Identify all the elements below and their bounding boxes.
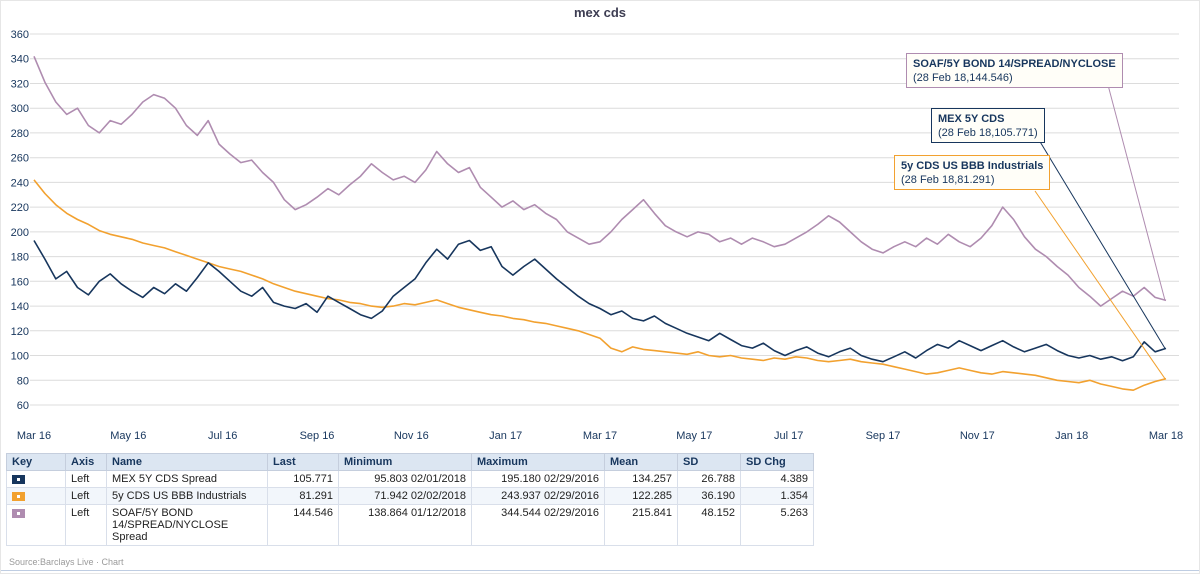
cell-name: 5y CDS US BBB Industrials xyxy=(106,487,268,505)
callout-leader-line xyxy=(1034,190,1166,379)
cell-key xyxy=(6,470,66,488)
cell-key xyxy=(6,487,66,505)
y-tick-label: 80 xyxy=(17,375,29,387)
y-tick-label: 100 xyxy=(11,351,29,363)
cell-axis: Left xyxy=(65,470,107,488)
col-header-axis: Axis xyxy=(65,453,107,471)
cell-mean: 122.285 xyxy=(604,487,678,505)
cell-sd-chg: 5.263 xyxy=(740,504,814,546)
callout-value: (28 Feb 18,144.546) xyxy=(913,72,1013,84)
y-tick-label: 160 xyxy=(11,276,29,288)
x-tick-label: Sep 17 xyxy=(866,430,901,442)
cell-last: 105.771 xyxy=(267,470,339,488)
cell-maximum: 243.937 02/29/2016 xyxy=(471,487,605,505)
x-tick-label: Jan 17 xyxy=(489,430,522,442)
cell-maximum: 344.544 02/29/2016 xyxy=(471,504,605,546)
source-attribution: Source:Barclays Live · Chart xyxy=(9,557,124,567)
series-key-swatch xyxy=(12,491,25,501)
y-tick-label: 60 xyxy=(17,400,29,412)
callout-soaf: SOAF/5Y BOND 14/SPREAD/NYCLOSE (28 Feb 1… xyxy=(906,53,1123,88)
series-key-swatch xyxy=(12,474,25,484)
col-header-sd: SD xyxy=(677,453,741,471)
cell-axis: Left xyxy=(65,487,107,505)
y-tick-label: 200 xyxy=(11,227,29,239)
cell-minimum: 95.803 02/01/2018 xyxy=(338,470,472,488)
cell-sd: 48.152 xyxy=(677,504,741,546)
table-header-row: Key Axis Name Last Minimum Maximum Mean … xyxy=(6,453,814,471)
y-tick-label: 280 xyxy=(11,128,29,140)
callout-bbb: 5y CDS US BBB Industrials (28 Feb 18,81.… xyxy=(894,155,1051,190)
cell-sd: 36.190 xyxy=(677,487,741,505)
cell-sd-chg: 1.354 xyxy=(740,487,814,505)
callout-label: 5y CDS US BBB Industrials xyxy=(901,160,1044,172)
cell-mean: 134.257 xyxy=(604,470,678,488)
y-tick-label: 300 xyxy=(11,103,29,115)
col-header-last: Last xyxy=(267,453,339,471)
x-tick-label: Mar 17 xyxy=(583,430,617,442)
table-row: Left 5y CDS US BBB Industrials 81.291 71… xyxy=(6,487,814,505)
cell-sd-chg: 4.389 xyxy=(740,470,814,488)
stats-table: Key Axis Name Last Minimum Maximum Mean … xyxy=(6,453,814,546)
cell-mean: 215.841 xyxy=(604,504,678,546)
table-row: Left SOAF/5Y BOND 14/SPREAD/NYCLOSE Spre… xyxy=(6,504,814,546)
col-header-sd-chg: SD Chg xyxy=(740,453,814,471)
x-tick-label: Jul 17 xyxy=(774,430,803,442)
x-tick-label: Mar 16 xyxy=(17,430,51,442)
col-header-name: Name xyxy=(106,453,268,471)
callout-value: (28 Feb 18,81.291) xyxy=(901,174,995,186)
x-tick-label: May 16 xyxy=(110,430,146,442)
x-tick-label: Nov 17 xyxy=(960,430,995,442)
callout-leader-line xyxy=(1107,84,1166,301)
x-tick-label: Sep 16 xyxy=(300,430,335,442)
series-line-1 xyxy=(33,179,1167,392)
col-header-maximum: Maximum xyxy=(471,453,605,471)
y-tick-label: 260 xyxy=(11,153,29,165)
col-header-minimum: Minimum xyxy=(338,453,472,471)
callout-label: SOAF/5Y BOND 14/SPREAD/NYCLOSE xyxy=(913,58,1116,70)
table-row: Left MEX 5Y CDS Spread 105.771 95.803 02… xyxy=(6,470,814,488)
series-line-2 xyxy=(33,55,1167,307)
cell-last: 144.546 xyxy=(267,504,339,546)
x-tick-label: Jul 16 xyxy=(208,430,237,442)
y-tick-label: 220 xyxy=(11,202,29,214)
chart-canvas: 60 80 100 120 140 160 180 200 220 240 260 280 300 320… xyxy=(11,29,1183,442)
cell-last: 81.291 xyxy=(267,487,339,505)
cell-sd: 26.788 xyxy=(677,470,741,488)
stats-table-container: Key Axis Name Last Minimum Maximum Mean … xyxy=(6,453,814,546)
callout-value: (28 Feb 18,105.771) xyxy=(938,127,1038,139)
cell-name: SOAF/5Y BOND 14/SPREAD/NYCLOSE Spread xyxy=(106,504,268,546)
col-header-key: Key xyxy=(6,453,66,471)
cell-axis: Left xyxy=(65,504,107,546)
callout-mex: MEX 5Y CDS (28 Feb 18,105.771) xyxy=(931,108,1045,143)
col-header-mean: Mean xyxy=(604,453,678,471)
cell-minimum: 138.864 01/12/2018 xyxy=(338,504,472,546)
y-tick-label: 140 xyxy=(11,301,29,313)
cell-maximum: 195.180 02/29/2016 xyxy=(471,470,605,488)
y-tick-label: 360 xyxy=(11,29,29,41)
y-tick-label: 320 xyxy=(11,79,29,91)
series-key-swatch xyxy=(12,508,25,518)
x-tick-label: Nov 16 xyxy=(394,430,429,442)
cell-key xyxy=(6,504,66,546)
cell-minimum: 71.942 02/02/2018 xyxy=(338,487,472,505)
callout-label: MEX 5Y CDS xyxy=(938,113,1005,125)
y-tick-label: 120 xyxy=(11,326,29,338)
bottom-divider xyxy=(1,570,1199,571)
cell-name: MEX 5Y CDS Spread xyxy=(106,470,268,488)
callout-leader-line xyxy=(1038,139,1166,349)
chart-title: mex cds xyxy=(573,5,627,20)
x-tick-label: May 17 xyxy=(676,430,712,442)
x-tick-label: Jan 18 xyxy=(1055,430,1088,442)
x-tick-label: Mar 18 xyxy=(1149,430,1183,442)
y-tick-label: 340 xyxy=(11,54,29,66)
series-line-0 xyxy=(33,239,1167,363)
y-tick-label: 180 xyxy=(11,252,29,264)
y-tick-label: 240 xyxy=(11,177,29,189)
